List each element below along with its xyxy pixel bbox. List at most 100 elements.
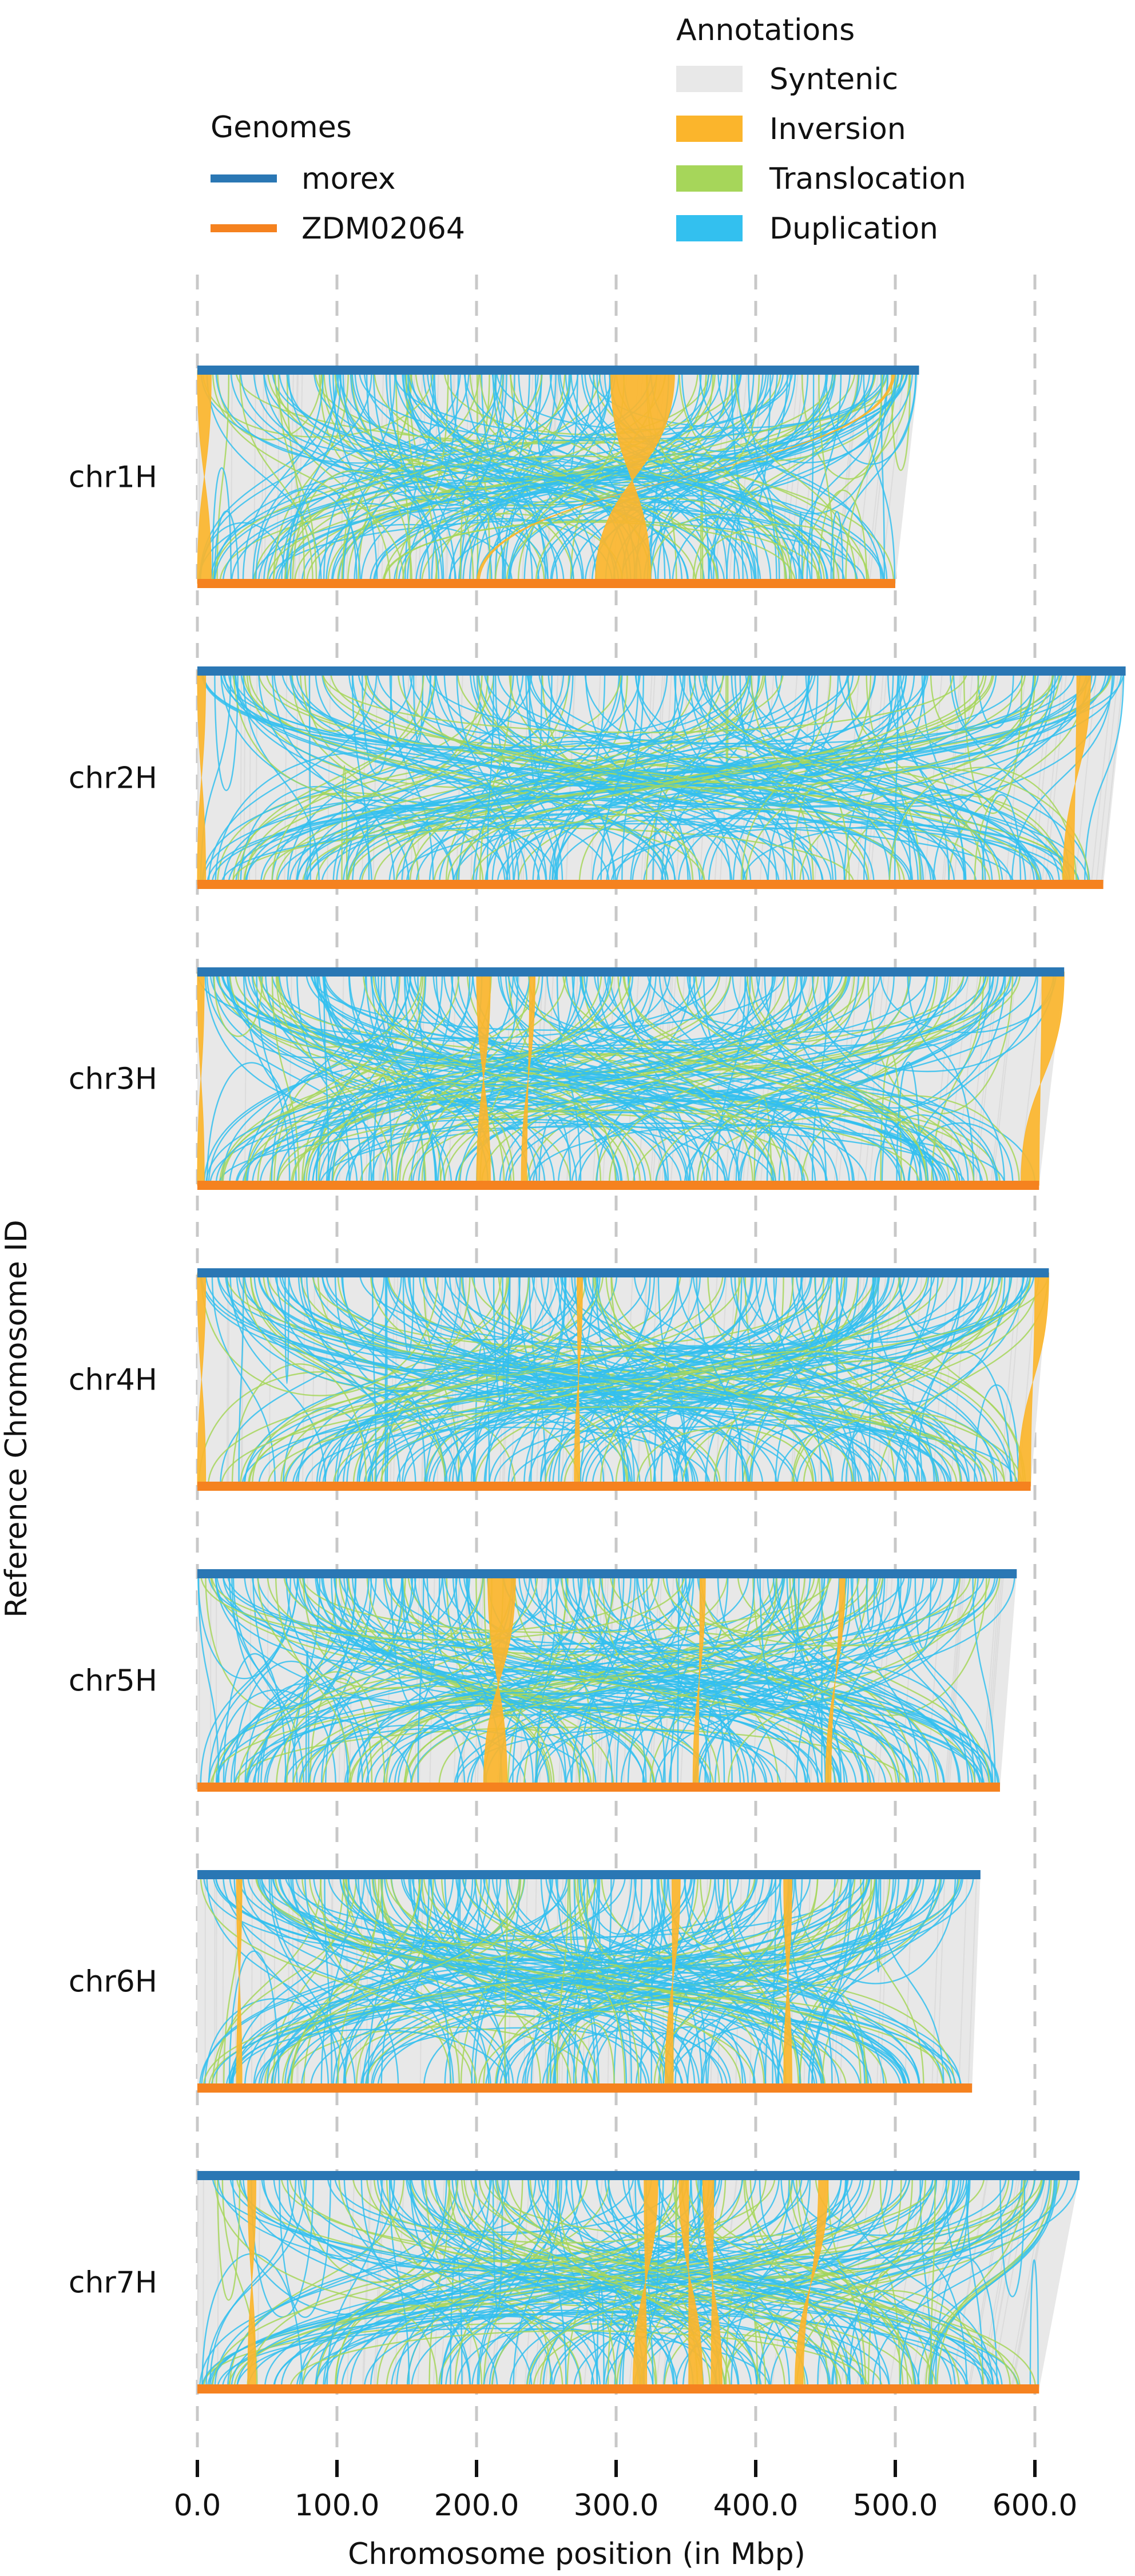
query-chromosome-bar bbox=[197, 880, 1104, 889]
translocation-link bbox=[632, 1107, 1001, 1186]
duplication-link bbox=[607, 2175, 793, 2247]
translocation-link bbox=[609, 1573, 882, 1637]
duplication-link bbox=[348, 670, 876, 788]
duplication-link bbox=[320, 1573, 589, 1788]
duplication-link bbox=[242, 370, 324, 584]
duplication-link bbox=[200, 1573, 299, 1788]
duplication-link bbox=[209, 463, 823, 584]
syntenic-link bbox=[788, 370, 809, 584]
legend-entry-translocation: Translocation bbox=[676, 162, 966, 196]
reference-chromosome-bar bbox=[197, 2171, 1080, 2180]
duplication-link bbox=[471, 2175, 780, 2390]
duplication-link bbox=[354, 370, 553, 455]
syntenic-link bbox=[486, 2175, 502, 2390]
duplication-link bbox=[209, 971, 682, 1186]
duplication-link bbox=[281, 1272, 896, 1487]
duplication-link bbox=[596, 2284, 605, 2390]
syntenic-link bbox=[349, 1573, 354, 1788]
duplication-link bbox=[707, 1998, 780, 2089]
translocation-link bbox=[556, 1874, 569, 2089]
duplication-link bbox=[538, 670, 1071, 885]
syntenic-link bbox=[868, 971, 890, 1186]
duplication-link bbox=[326, 2175, 383, 2390]
duplication-link bbox=[899, 2175, 971, 2390]
syntenic-link bbox=[999, 1272, 1019, 1487]
duplication-link bbox=[229, 1874, 670, 2089]
translocation-link bbox=[299, 670, 368, 732]
x-tick-label: 400.0 bbox=[713, 2488, 799, 2523]
duplication-link bbox=[455, 1729, 799, 1788]
duplication-link bbox=[668, 1874, 959, 2089]
translocation-link bbox=[696, 971, 910, 1186]
duplication-link bbox=[507, 475, 772, 584]
duplication-link bbox=[649, 440, 710, 584]
translocation-link bbox=[364, 670, 906, 885]
duplication-link bbox=[281, 469, 440, 584]
duplication-link bbox=[363, 2175, 911, 2390]
translocation-link bbox=[931, 971, 985, 1186]
duplication-link bbox=[830, 511, 844, 584]
duplication-link bbox=[581, 1874, 751, 2089]
duplication-link bbox=[792, 2175, 970, 2236]
duplication-link bbox=[324, 971, 588, 1077]
duplication-link bbox=[661, 753, 796, 885]
translocation-link bbox=[409, 756, 1065, 885]
duplication-link bbox=[584, 1272, 995, 1367]
duplication-link bbox=[907, 1122, 1014, 1186]
translocation-link bbox=[362, 971, 652, 1186]
translocation-link bbox=[796, 2290, 985, 2390]
duplication-link bbox=[677, 1573, 680, 1788]
duplication-link bbox=[244, 971, 622, 1064]
translocation-link bbox=[390, 1874, 742, 2089]
translocation-link bbox=[676, 1573, 991, 1647]
panel-chr5H: chr5H bbox=[69, 1569, 1017, 1792]
query-chromosome-bar bbox=[197, 1181, 1039, 1190]
translocation-link bbox=[509, 370, 819, 584]
translocation-link bbox=[678, 370, 786, 584]
translocation-link bbox=[617, 971, 754, 1186]
translocation-link bbox=[243, 670, 622, 885]
duplication-link bbox=[660, 670, 1097, 885]
query-chromosome-bar bbox=[197, 2384, 1039, 2394]
duplication-link bbox=[423, 1573, 887, 1788]
translocation-link bbox=[478, 1997, 944, 2089]
duplication-link bbox=[228, 1573, 305, 1788]
translocation-link bbox=[818, 370, 835, 584]
duplication-link bbox=[668, 1660, 984, 1788]
syntenic-link bbox=[888, 2175, 923, 2390]
translocation-link bbox=[640, 2263, 909, 2390]
duplication-link bbox=[214, 370, 579, 584]
translocation-link bbox=[545, 1272, 900, 1487]
syntenic-link bbox=[946, 1573, 963, 1788]
duplication-link bbox=[367, 1411, 878, 1487]
duplication-link bbox=[628, 971, 860, 1080]
duplication-link bbox=[309, 971, 785, 1031]
duplication-link bbox=[756, 2175, 962, 2390]
duplication-swatch bbox=[676, 215, 743, 241]
duplication-link bbox=[787, 971, 1006, 1109]
duplication-link bbox=[550, 370, 834, 584]
duplication-link bbox=[303, 1573, 592, 1680]
syntenic-link bbox=[1090, 670, 1114, 885]
duplication-link bbox=[227, 971, 999, 1114]
duplication-link bbox=[277, 1874, 777, 1960]
syntenic-link bbox=[1096, 670, 1119, 885]
duplication-link bbox=[586, 1573, 955, 1706]
translocation-link bbox=[395, 971, 531, 1186]
translocation-link bbox=[746, 971, 927, 1186]
translocation-link bbox=[330, 670, 1041, 885]
duplication-link bbox=[363, 1400, 947, 1487]
syntenic-link bbox=[287, 1874, 290, 2089]
translocation-link bbox=[733, 370, 857, 584]
duplication-link bbox=[388, 670, 708, 885]
duplication-link bbox=[497, 670, 1090, 885]
duplication-link bbox=[315, 1573, 550, 1788]
duplication-link bbox=[684, 1874, 836, 1995]
translocation-link bbox=[549, 1979, 955, 2089]
duplication-link bbox=[406, 813, 780, 885]
duplication-link bbox=[368, 971, 443, 1186]
duplication-link bbox=[418, 1272, 930, 1379]
syntenic-link bbox=[226, 1272, 229, 1487]
translocation-link bbox=[302, 971, 614, 1186]
duplication-link bbox=[505, 1874, 942, 1988]
